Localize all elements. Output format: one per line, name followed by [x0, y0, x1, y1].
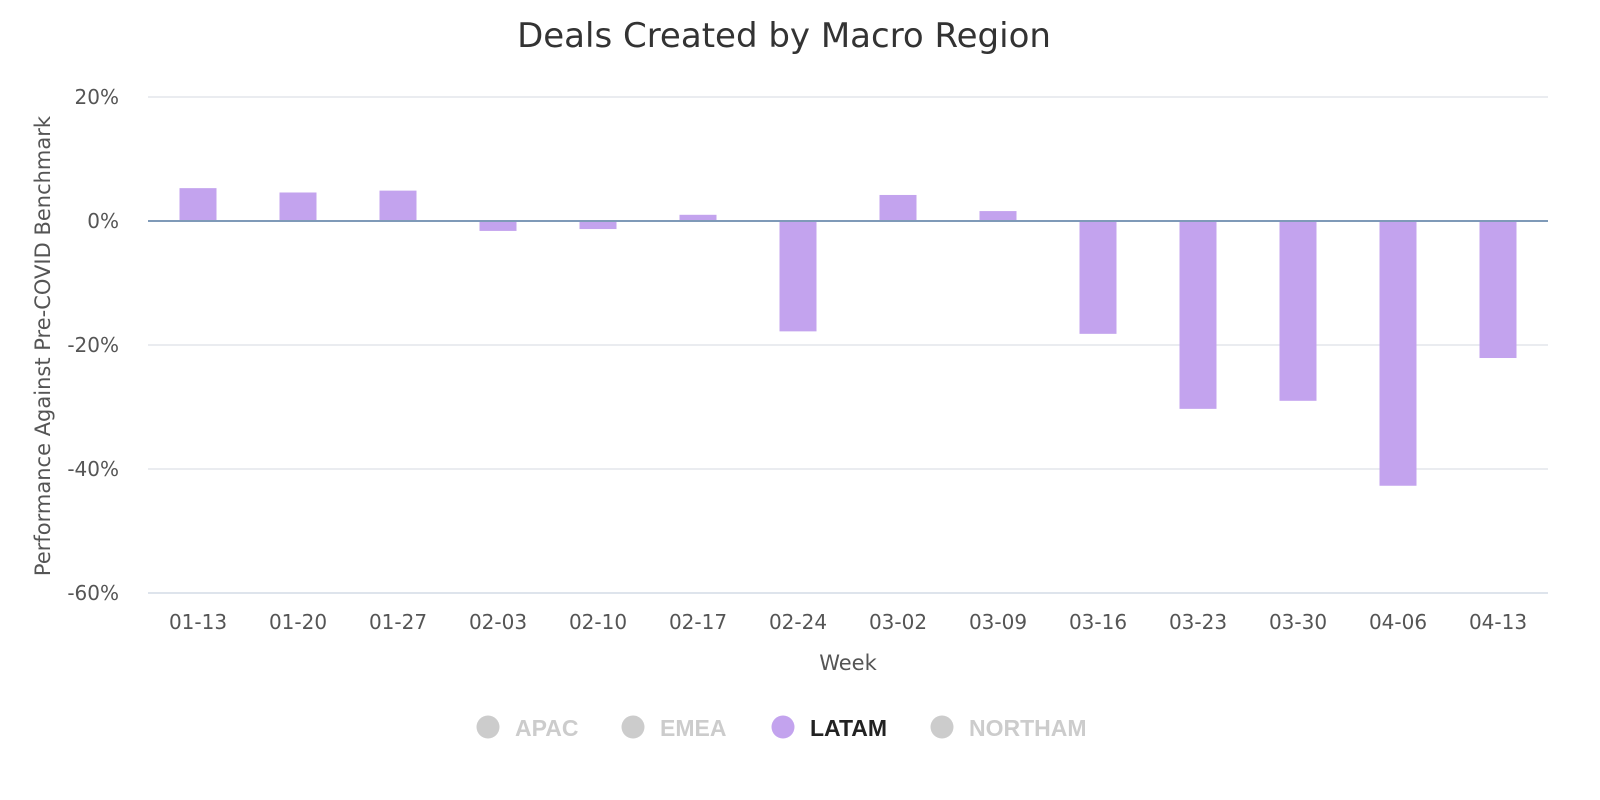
x-tick-label: 03-16: [1069, 610, 1127, 634]
y-tick-label: 20%: [75, 85, 119, 109]
y-axis-ticks: 20% 0% -20% -40% -60%: [67, 85, 119, 605]
bar[interactable]: [879, 194, 917, 221]
legend-marker: [930, 715, 954, 739]
legend-label: APAC: [515, 715, 578, 741]
legend: APAC EMEA LATAM NORTHAM: [476, 715, 1087, 741]
x-tick-label: 02-17: [669, 610, 727, 634]
y-tick-label: 0%: [87, 209, 119, 233]
bar[interactable]: [479, 221, 517, 231]
x-axis-label: Week: [819, 651, 877, 675]
legend-item-latam[interactable]: LATAM: [771, 715, 888, 741]
x-tick-label: 02-10: [569, 610, 627, 634]
x-tick-label: 03-09: [969, 610, 1027, 634]
y-tick-label: -40%: [67, 457, 119, 481]
legend-item-apac[interactable]: APAC: [476, 715, 579, 741]
bar[interactable]: [979, 211, 1017, 221]
bar[interactable]: [679, 214, 717, 221]
legend-marker: [621, 715, 645, 739]
legend-label: EMEA: [660, 715, 726, 741]
bar[interactable]: [1479, 221, 1517, 359]
legend-marker: [476, 715, 500, 739]
bar[interactable]: [1079, 221, 1117, 334]
x-tick-label: 03-23: [1169, 610, 1227, 634]
x-axis-ticks: 01-13 01-20 01-27 02-03 02-10 02-17 02-24 03-02…: [169, 610, 1527, 634]
grid: [148, 96, 1548, 594]
x-tick-label: 04-13: [1469, 610, 1527, 634]
legend-label: NORTHAM: [969, 715, 1087, 741]
bar[interactable]: [1179, 221, 1217, 409]
x-tick-label: 03-02: [869, 610, 927, 634]
bar[interactable]: [1279, 221, 1317, 401]
bar[interactable]: [779, 221, 817, 332]
bar[interactable]: [279, 192, 317, 221]
legend-item-emea[interactable]: EMEA: [621, 715, 727, 741]
bar[interactable]: [579, 221, 617, 230]
x-tick-label: 01-13: [169, 610, 227, 634]
y-tick-label: -60%: [67, 581, 119, 605]
legend-marker: [771, 715, 795, 739]
legend-item-northam[interactable]: NORTHAM: [930, 715, 1087, 741]
x-tick-label: 03-30: [1269, 610, 1327, 634]
chart-title: Deals Created by Macro Region: [517, 16, 1051, 56]
bar[interactable]: [1379, 221, 1417, 486]
x-tick-label: 01-27: [369, 610, 427, 634]
y-tick-label: -20%: [67, 333, 119, 357]
x-tick-label: 02-03: [469, 610, 527, 634]
bar-series: [179, 188, 1517, 486]
x-tick-label: 01-20: [269, 610, 327, 634]
bar[interactable]: [379, 190, 417, 221]
legend-label: LATAM: [810, 715, 887, 741]
y-axis-label: Performance Against Pre-COVID Benchmark: [31, 115, 55, 576]
x-tick-label: 04-06: [1369, 610, 1427, 634]
x-tick-label: 02-24: [769, 610, 827, 634]
bar[interactable]: [179, 188, 217, 221]
